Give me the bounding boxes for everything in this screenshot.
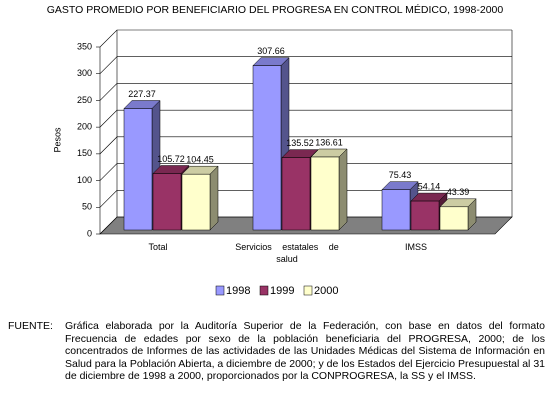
bar-side — [209, 165, 219, 231]
y-tick-label: 200 — [77, 122, 92, 132]
footer-label: FUENTE: — [8, 320, 53, 332]
data-label: 104.45 — [186, 155, 214, 165]
data-label: 54.14 — [418, 181, 441, 191]
bar-front — [123, 108, 153, 231]
bar — [181, 165, 219, 231]
legend-swatch — [259, 285, 269, 296]
grid-line — [99, 56, 512, 74]
chart-title: GASTO PROMEDIO POR BENEFICIARIO DEL PROG… — [47, 3, 504, 16]
data-label: 307.66 — [257, 46, 285, 56]
data-label: 135.52 — [286, 138, 314, 148]
grid-line — [99, 29, 512, 48]
footer: FUENTE: Gráfica elaborada por la Auditor… — [8, 320, 545, 383]
bar-front — [310, 156, 340, 231]
data-label: 136.61 — [315, 137, 343, 147]
y-tick-label: 300 — [77, 68, 92, 78]
legend-label: 1999 — [270, 285, 294, 297]
x-tick-label: Servicios estatales de salud — [235, 242, 339, 264]
bar — [310, 148, 348, 231]
x-tick-label: Total — [148, 242, 168, 252]
bar-front — [281, 157, 311, 231]
y-tick-label: 250 — [77, 95, 92, 105]
footer-text: Gráfica elaborada por la Auditoría Super… — [65, 320, 545, 382]
bar-front — [410, 200, 440, 231]
grid-line — [99, 216, 512, 235]
bar — [439, 198, 477, 231]
legend-label: 2000 — [314, 285, 338, 297]
bar-front — [152, 173, 182, 231]
y-axis-label: Pesos — [52, 127, 62, 153]
bar-front — [381, 189, 411, 231]
y-tick-label: 50 — [82, 202, 92, 212]
grid-line — [99, 163, 512, 181]
data-label: 75.43 — [389, 170, 412, 180]
grid-line — [99, 136, 512, 155]
grid-line — [99, 189, 512, 208]
legend-label: 1998 — [226, 285, 250, 297]
legend-swatch — [215, 285, 225, 296]
bar-front — [181, 173, 211, 231]
grid-line — [99, 83, 512, 101]
data-label: 227.37 — [128, 89, 156, 99]
y-tick-label: 350 — [77, 41, 92, 51]
y-tick-label: 100 — [77, 175, 92, 185]
bar-side — [338, 148, 348, 231]
data-label: 43.39 — [447, 187, 470, 197]
bar-front — [439, 206, 469, 231]
y-tick-label: 150 — [77, 148, 92, 158]
bar — [123, 99, 161, 231]
grid-line — [99, 109, 512, 128]
bar-front — [252, 65, 282, 231]
y-tick-label: 0 — [87, 228, 92, 238]
legend-swatch — [303, 285, 313, 296]
data-label: 105.72 — [157, 154, 185, 164]
x-tick-label: IMSS — [404, 242, 427, 252]
